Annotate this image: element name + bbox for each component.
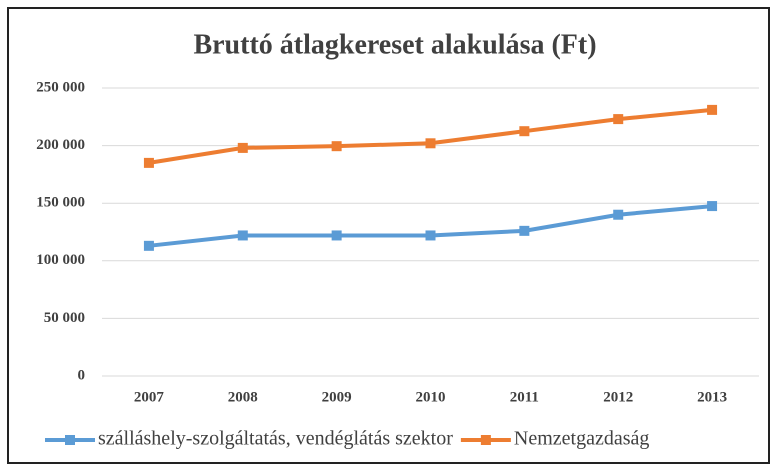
x-tick-label: 2007 — [134, 389, 165, 405]
point-marker — [331, 230, 342, 241]
legend-label: szálláshely-szolgáltatás, vendéglátás sz… — [98, 428, 453, 450]
y-tick-label: 0 — [78, 367, 86, 383]
y-tick-label: 50 000 — [44, 310, 85, 326]
y-tick-label: 250 000 — [36, 79, 85, 95]
y-tick-label: 100 000 — [36, 252, 85, 268]
chart-title: Bruttó átlagkereset alakulása (Ft) — [193, 29, 596, 60]
x-tick-label: 2009 — [322, 389, 352, 405]
point-marker — [237, 142, 248, 153]
point-marker — [707, 104, 718, 115]
x-tick-label: 2013 — [697, 389, 727, 405]
point-marker — [331, 141, 342, 152]
point-marker — [425, 138, 436, 149]
x-tick-label: 2008 — [228, 389, 258, 405]
legend-marker — [65, 435, 75, 445]
point-marker — [707, 201, 718, 212]
point-marker — [143, 240, 154, 251]
y-tick-label: 150 000 — [36, 195, 85, 211]
legend-label: Nemzetgazdaság — [514, 428, 649, 450]
point-marker — [613, 114, 624, 125]
x-tick-label: 2011 — [510, 389, 539, 405]
point-marker — [143, 157, 154, 168]
point-marker — [613, 209, 624, 220]
point-marker — [425, 230, 436, 241]
legend-marker — [480, 435, 491, 445]
point-marker — [519, 225, 530, 236]
x-tick-label: 2012 — [603, 389, 633, 405]
point-marker — [519, 126, 530, 137]
y-tick-label: 200 000 — [36, 137, 85, 153]
point-marker — [237, 230, 248, 241]
x-tick-label: 2010 — [416, 389, 446, 405]
